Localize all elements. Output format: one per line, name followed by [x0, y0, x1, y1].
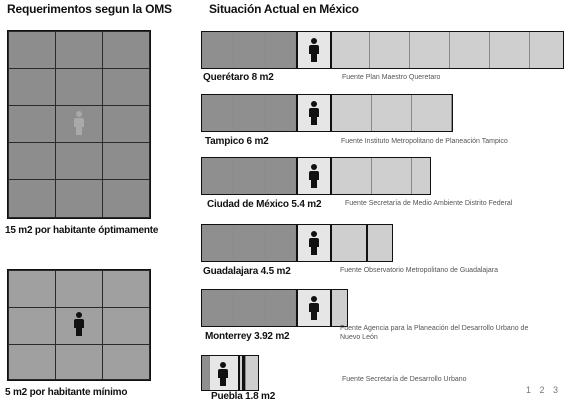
minimum-grid	[7, 269, 151, 381]
city-source-puebla: Fuente Secretaría de Desarrollo Urbano	[342, 376, 467, 383]
city-strip-monterrey	[201, 289, 348, 327]
grid-cell	[55, 344, 103, 380]
grid-cell	[55, 31, 103, 69]
person-icon	[74, 111, 84, 135]
person-icon	[309, 296, 319, 320]
grid-cell	[55, 179, 103, 218]
page-indicator[interactable]: 1 2 3	[525, 385, 561, 395]
city-source-cdmx: Fuente Secretaría de Medio Ambiente Dist…	[345, 200, 513, 207]
city-label-monterrey: Monterrey 3.92 m2	[205, 331, 290, 342]
grid-cell	[102, 31, 150, 69]
grid-cell	[102, 344, 150, 380]
person-icon	[309, 38, 319, 62]
city-source-guadalajara: Fuente Observatorio Metropolitano de Gua…	[340, 267, 498, 274]
grid-cell	[8, 270, 56, 308]
grid-cell	[8, 68, 56, 106]
grid-cell	[102, 142, 150, 180]
grid-cell	[102, 179, 150, 218]
city-label-tampico: Tampico 6 m2	[205, 136, 269, 147]
city-strip-queretaro	[201, 31, 564, 69]
city-source-queretaro: Fuente Plan Maestro Queretaro	[342, 74, 441, 81]
grid-cell	[8, 344, 56, 380]
city-label-puebla: Puebla 1.8 m2	[211, 391, 276, 402]
grid-cell	[102, 307, 150, 345]
city-label-queretaro: Querétaro 8 m2	[203, 72, 274, 83]
person-icon	[309, 164, 319, 188]
city-strip-guadalajara	[201, 224, 393, 262]
city-label-guadalajara: Guadalajara 4.5 m2	[203, 266, 291, 277]
city-strip-puebla	[201, 355, 259, 391]
grid-cell	[102, 270, 150, 308]
city-source-monterrey: Fuente Agencia para la Planeación del De…	[340, 325, 529, 341]
person-icon	[309, 101, 319, 125]
city-label-cdmx: Ciudad de México 5.4 m2	[207, 199, 322, 210]
grid-cell	[102, 105, 150, 143]
city-strip-cdmx	[201, 157, 431, 195]
grid-cell	[55, 142, 103, 180]
grid-cell	[8, 105, 56, 143]
minimum-caption: 5 m2 por habitante mínimo	[5, 387, 128, 398]
optimal-caption: 15 m2 por habitante óptimamente	[5, 225, 159, 236]
grid-cell	[8, 142, 56, 180]
person-icon	[74, 312, 84, 336]
optimal-grid	[7, 30, 151, 219]
city-strip-tampico	[201, 94, 453, 132]
city-source-tampico: Fuente Instituto Metropolitano de Planea…	[341, 138, 508, 145]
person-icon	[309, 231, 319, 255]
who-requirements-title: Requerimentos segun la OMS	[7, 2, 172, 16]
grid-cell	[55, 68, 103, 106]
person-icon	[218, 362, 228, 386]
grid-cell	[102, 68, 150, 106]
grid-cell	[8, 179, 56, 218]
grid-cell	[55, 270, 103, 308]
grid-cell	[8, 31, 56, 69]
grid-cell	[8, 307, 56, 345]
mexico-situation-title: Situación Actual en México	[209, 2, 359, 16]
